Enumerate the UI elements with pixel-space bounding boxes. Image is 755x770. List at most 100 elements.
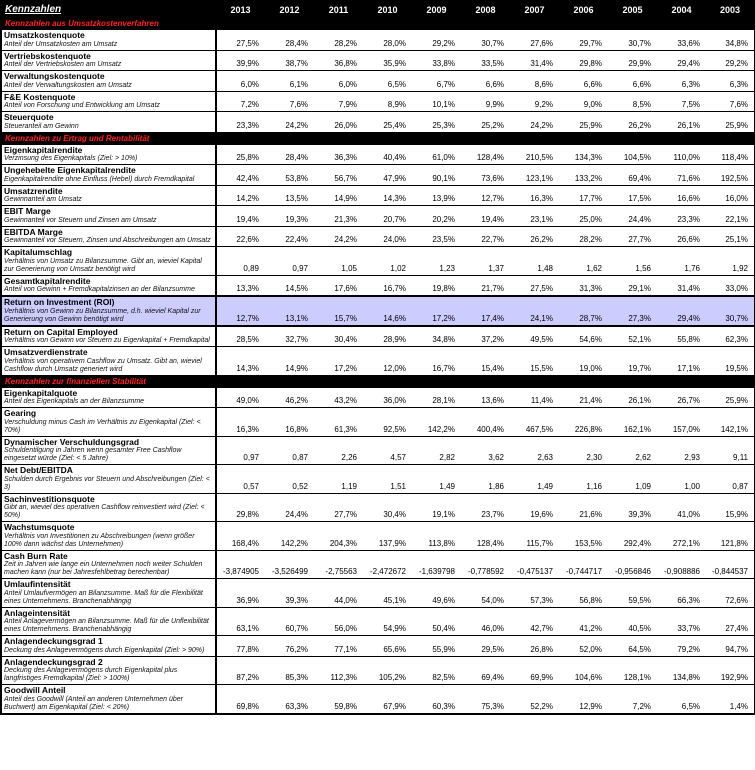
metric-value-cell[interactable]: 87,2% <box>216 656 265 685</box>
year-header-cell[interactable]: 2008 <box>461 1 510 18</box>
metric-value-cell[interactable]: 13,1% <box>265 295 314 327</box>
metric-value-cell[interactable]: 28,5% <box>216 325 265 347</box>
metric-value-cell[interactable]: 27,3% <box>608 295 657 327</box>
metric-value-cell[interactable]: 104,5% <box>608 144 657 165</box>
metric-value-cell[interactable]: 60,7% <box>265 607 314 636</box>
metric-value-cell[interactable]: 104,6% <box>559 656 608 685</box>
metric-value-cell[interactable]: 16,6% <box>657 185 706 206</box>
metric-value-cell[interactable]: 34,8% <box>706 29 755 51</box>
metric-value-cell[interactable]: 2,63 <box>510 436 559 465</box>
metric-value-cell[interactable]: 63,3% <box>265 684 314 714</box>
metric-value-cell[interactable]: 467,5% <box>510 407 559 437</box>
metric-value-cell[interactable]: 7,9% <box>314 91 363 112</box>
metric-value-cell[interactable]: 19,0% <box>559 346 608 376</box>
metric-value-cell[interactable]: 22,7% <box>461 226 510 247</box>
metric-value-cell[interactable]: 52,0% <box>559 635 608 657</box>
metric-value-cell[interactable]: 50,4% <box>412 607 461 636</box>
section-header[interactable]: Kennzahlen zu Ertrag und Rentabilität <box>1 131 755 145</box>
metric-value-cell[interactable]: 6,3% <box>706 70 755 92</box>
metric-value-cell[interactable]: 22,4% <box>265 226 314 247</box>
metric-value-cell[interactable]: 30,4% <box>363 493 412 522</box>
metric-value-cell[interactable]: 13,5% <box>265 185 314 206</box>
metric-value-cell[interactable]: 21,4% <box>559 387 608 408</box>
metric-value-cell[interactable]: 17,4% <box>461 295 510 327</box>
metric-value-cell[interactable]: 29,1% <box>608 275 657 297</box>
metric-value-cell[interactable]: 7,2% <box>216 91 265 112</box>
metric-value-cell[interactable]: 2,62 <box>608 436 657 465</box>
metric-value-cell[interactable]: 1,09 <box>608 464 657 494</box>
metric-value-cell[interactable]: 25,3% <box>412 111 461 133</box>
metric-value-cell[interactable]: 11,4% <box>510 387 559 408</box>
metric-value-cell[interactable]: 45,1% <box>363 578 412 608</box>
metric-value-cell[interactable]: 272,1% <box>657 521 706 551</box>
metric-value-cell[interactable]: 59,8% <box>314 684 363 714</box>
metric-value-cell[interactable]: 21,6% <box>559 493 608 522</box>
metric-label-cell[interactable]: Return on Investment (ROI) Verhältnis von… <box>1 295 217 327</box>
metric-value-cell[interactable]: 13,3% <box>216 275 265 297</box>
metric-value-cell[interactable]: 19,1% <box>412 493 461 522</box>
metric-value-cell[interactable]: 21,3% <box>314 205 363 227</box>
metric-value-cell[interactable]: 32,7% <box>265 325 314 347</box>
table-title[interactable]: Kennzahlen <box>1 1 216 18</box>
metric-label-cell[interactable]: Umsatzkostenquote Anteil der Umsatzkosten… <box>1 29 217 51</box>
metric-label-cell[interactable]: Return on Capital Employed Verhältnis von… <box>1 325 217 347</box>
metric-value-cell[interactable]: 49,0% <box>216 387 265 408</box>
metric-value-cell[interactable]: 24,2% <box>314 226 363 247</box>
metric-value-cell[interactable]: 64,5% <box>608 635 657 657</box>
year-header-cell[interactable]: 2013 <box>216 1 265 18</box>
metric-value-cell[interactable]: 1,49 <box>510 464 559 494</box>
metric-value-cell[interactable]: 19,4% <box>216 205 265 227</box>
metric-value-cell[interactable]: 6,6% <box>461 70 510 92</box>
metric-value-cell[interactable]: 6,0% <box>216 70 265 92</box>
metric-value-cell[interactable]: 110,0% <box>657 144 706 165</box>
section-header[interactable]: Kennzahlen aus Umsatzkostenverfahren <box>1 17 755 30</box>
metric-value-cell[interactable]: 157,0% <box>657 407 706 437</box>
metric-value-cell[interactable]: 7,6% <box>706 91 755 112</box>
metric-value-cell[interactable]: 23,3% <box>657 205 706 227</box>
metric-value-cell[interactable]: 23,5% <box>412 226 461 247</box>
metric-value-cell[interactable]: 20,2% <box>412 205 461 227</box>
metric-value-cell[interactable]: 49,6% <box>412 578 461 608</box>
metric-value-cell[interactable]: 27,5% <box>510 275 559 297</box>
metric-label-cell[interactable]: Anlagendeckungsgrad 2 Deckung des Anlagev… <box>1 656 217 685</box>
metric-value-cell[interactable]: 27,7% <box>608 226 657 247</box>
metric-value-cell[interactable]: 29,7% <box>559 29 608 51</box>
metric-value-cell[interactable]: 168,4% <box>216 521 265 551</box>
metric-value-cell[interactable]: 15,7% <box>314 295 363 327</box>
year-header-cell[interactable]: 2006 <box>559 1 608 18</box>
metric-value-cell[interactable]: 30,4% <box>314 325 363 347</box>
metric-value-cell[interactable]: 85,3% <box>265 656 314 685</box>
metric-value-cell[interactable]: 69,8% <box>216 684 265 714</box>
metric-value-cell[interactable]: 44,0% <box>314 578 363 608</box>
metric-value-cell[interactable]: 33,8% <box>412 50 461 71</box>
metric-value-cell[interactable]: 137,9% <box>363 521 412 551</box>
metric-value-cell[interactable]: 23,3% <box>216 111 265 133</box>
metric-label-cell[interactable]: Gesamtkapitalrendite Anteil von Gewinn + … <box>1 275 217 297</box>
metric-value-cell[interactable]: 36,9% <box>216 578 265 608</box>
metric-value-cell[interactable]: 28,4% <box>265 29 314 51</box>
metric-value-cell[interactable]: -0,778592 <box>461 550 510 579</box>
metric-label-cell[interactable]: F&E Kostenquote Anteil von Forschung und … <box>1 91 217 112</box>
metric-value-cell[interactable]: 35,9% <box>363 50 412 71</box>
metric-value-cell[interactable]: -0,844537 <box>706 550 755 579</box>
metric-value-cell[interactable]: 0,97 <box>216 436 265 465</box>
metric-value-cell[interactable]: 113,8% <box>412 521 461 551</box>
metric-value-cell[interactable]: 2,26 <box>314 436 363 465</box>
year-header-cell[interactable]: 2003 <box>706 1 755 18</box>
metric-value-cell[interactable]: 162,1% <box>608 407 657 437</box>
metric-value-cell[interactable]: 26,6% <box>657 226 706 247</box>
metric-value-cell[interactable]: 94,7% <box>706 635 755 657</box>
metric-label-cell[interactable]: Anlageintensität Anteil Anlagevermögen an… <box>1 607 217 636</box>
metric-value-cell[interactable]: -0,475137 <box>510 550 559 579</box>
metric-value-cell[interactable]: 63,1% <box>216 607 265 636</box>
metric-value-cell[interactable]: 21,7% <box>461 275 510 297</box>
metric-value-cell[interactable]: 67,9% <box>363 684 412 714</box>
metric-value-cell[interactable]: 62,3% <box>706 325 755 347</box>
metric-value-cell[interactable]: 25,9% <box>706 111 755 133</box>
metric-value-cell[interactable]: -3,526499 <box>265 550 314 579</box>
metric-value-cell[interactable]: 1,4% <box>706 684 755 714</box>
metric-value-cell[interactable]: 118,4% <box>706 144 755 165</box>
metric-value-cell[interactable]: 13,6% <box>461 387 510 408</box>
metric-value-cell[interactable]: 26,7% <box>657 387 706 408</box>
metric-value-cell[interactable]: 133,2% <box>559 164 608 186</box>
